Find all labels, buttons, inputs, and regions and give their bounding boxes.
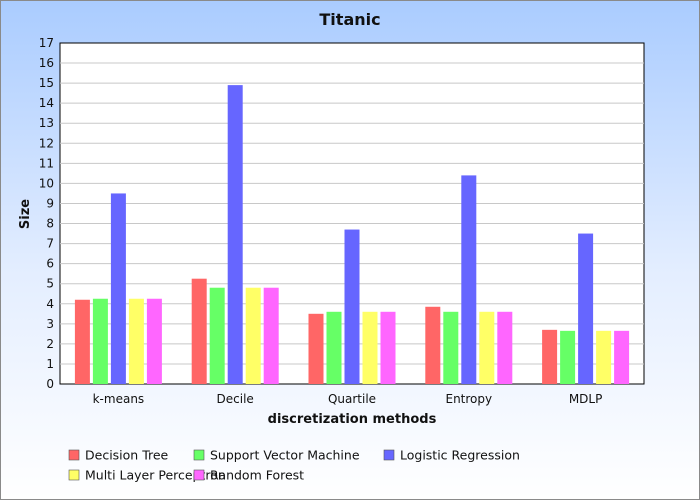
bar bbox=[326, 311, 342, 384]
y-tick-label: 5 bbox=[46, 277, 54, 291]
legend-swatch bbox=[193, 449, 205, 461]
legend-swatch bbox=[68, 449, 80, 461]
bar bbox=[263, 287, 279, 384]
bar bbox=[560, 330, 576, 384]
bar bbox=[209, 287, 225, 384]
bar bbox=[380, 311, 396, 384]
y-axis-label: Size bbox=[18, 199, 33, 229]
bar bbox=[128, 298, 144, 384]
bar bbox=[479, 311, 495, 384]
legend-swatch bbox=[68, 469, 80, 481]
bar bbox=[74, 299, 90, 384]
legend: Decision Tree Support Vector Machine Logis… bbox=[68, 448, 520, 483]
y-tick-label: 16 bbox=[39, 56, 54, 70]
bar bbox=[362, 311, 378, 384]
y-tick-label: 6 bbox=[46, 257, 54, 271]
y-tick-label: 9 bbox=[46, 196, 54, 210]
chart-title: Titanic bbox=[319, 10, 380, 29]
bar bbox=[191, 278, 207, 384]
x-tick-label: Entropy bbox=[445, 392, 492, 406]
y-tick-label: 17 bbox=[39, 36, 54, 50]
bar bbox=[92, 298, 108, 384]
bar bbox=[596, 330, 612, 384]
y-tick-label: 4 bbox=[46, 297, 54, 311]
y-tick-label: 10 bbox=[39, 176, 54, 190]
bar bbox=[425, 306, 441, 384]
y-tick-label: 7 bbox=[46, 237, 54, 251]
bar bbox=[443, 311, 459, 384]
bars bbox=[74, 85, 630, 384]
x-axis-ticks: k-means Decile Quartile Entropy MDLP bbox=[93, 392, 603, 406]
bar bbox=[542, 329, 558, 384]
y-tick-label: 8 bbox=[46, 217, 54, 231]
legend-label: Decision Tree bbox=[85, 448, 169, 463]
x-axis-label: discretization methods bbox=[268, 412, 437, 427]
legend-swatch bbox=[193, 469, 205, 481]
legend-label: Logistic Regression bbox=[400, 448, 520, 463]
x-tick-label: Quartile bbox=[328, 392, 376, 406]
bar bbox=[461, 175, 477, 384]
y-tick-label: 14 bbox=[39, 96, 54, 110]
y-tick-label: 0 bbox=[46, 377, 54, 391]
legend-swatch bbox=[383, 449, 395, 461]
bar bbox=[578, 233, 594, 384]
y-tick-label: 11 bbox=[39, 156, 54, 170]
x-tick-label: MDLP bbox=[569, 392, 603, 406]
y-tick-label: 1 bbox=[46, 357, 54, 371]
legend-label: Support Vector Machine bbox=[210, 448, 360, 463]
legend-label: Multi Layer Perceptron bbox=[85, 468, 226, 483]
bar bbox=[245, 287, 261, 384]
bar bbox=[308, 313, 324, 384]
y-tick-label: 12 bbox=[39, 136, 54, 150]
bar bbox=[344, 229, 360, 384]
legend-label: Random Forest bbox=[210, 468, 304, 483]
bar bbox=[110, 193, 126, 384]
x-tick-label: Decile bbox=[217, 392, 254, 406]
bar bbox=[614, 330, 630, 384]
y-tick-label: 13 bbox=[39, 116, 54, 130]
x-tick-label: k-means bbox=[93, 392, 145, 406]
bar bbox=[497, 311, 513, 384]
y-tick-label: 3 bbox=[46, 317, 54, 331]
bar bbox=[146, 298, 162, 384]
y-tick-label: 2 bbox=[46, 337, 54, 351]
bar bbox=[227, 85, 243, 384]
y-tick-label: 15 bbox=[39, 76, 54, 90]
